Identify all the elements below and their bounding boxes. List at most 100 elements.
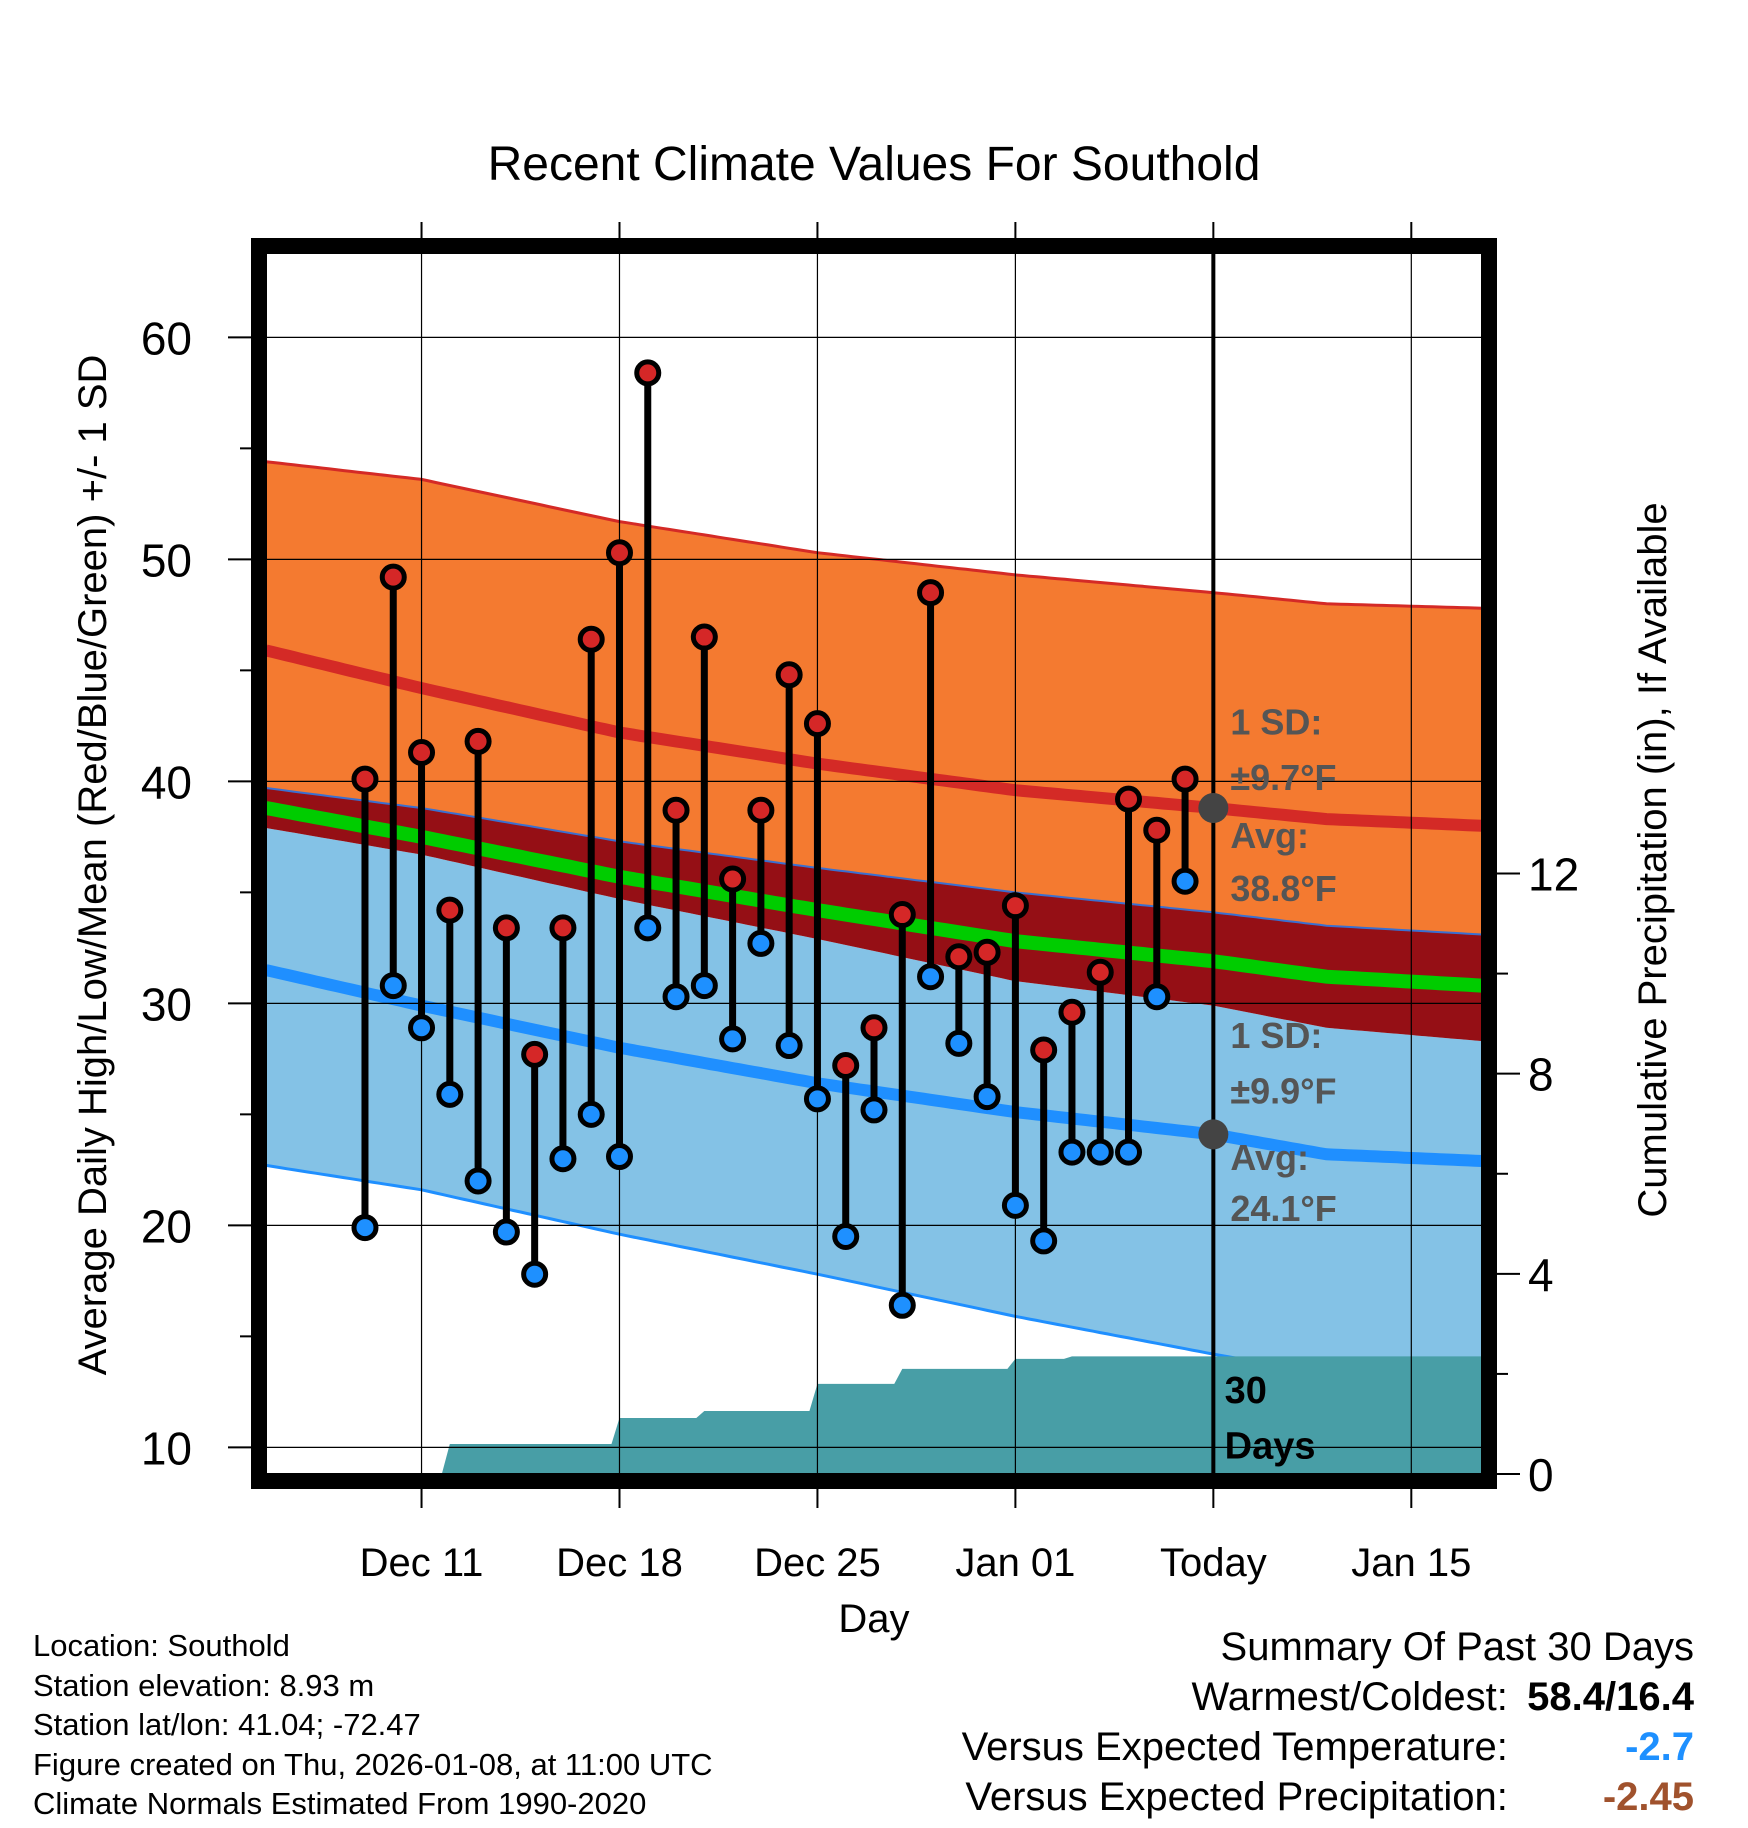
high-marker (351, 765, 379, 793)
high-marker (1115, 785, 1143, 813)
low-marker (1058, 1138, 1086, 1166)
high-marker (408, 739, 436, 766)
plot-frame (251, 238, 1497, 1489)
today-low-avg-dot (1198, 1119, 1229, 1150)
high-marker (464, 727, 492, 755)
info-latlon: Station lat/lon: 41.04; -72.47 (33, 1707, 421, 1742)
high-marker (634, 359, 662, 387)
warm-cold-label: Warmest/Coldest: (1191, 1675, 1508, 1719)
high-marker (549, 914, 577, 942)
high-marker (860, 1014, 888, 1042)
precip-label: Versus Expected Precipitation: (965, 1775, 1508, 1819)
high-avg-value: 38.8°F (1230, 868, 1336, 909)
high-marker (1171, 765, 1199, 793)
info-elevation: Station elevation: 8.93 m (33, 1667, 375, 1703)
x-axis-title: Day (838, 1597, 909, 1641)
low-marker (436, 1080, 464, 1108)
plot-area: 1 SD: ±9.7°F Avg: 38.8°F 1 SD: ±9.9°F Avg: 24.1… (266, 253, 1482, 1474)
y-tick-label-left: 50 (141, 534, 192, 586)
high-sd-value: ±9.7°F (1230, 757, 1336, 798)
low-marker (775, 1032, 803, 1060)
y-axis-title-right: Cumulative Precipitation (in), If Availa… (1631, 502, 1675, 1217)
high-marker (1086, 958, 1114, 986)
high-marker (888, 901, 916, 929)
low-avg-label: Avg: (1230, 1137, 1309, 1178)
chart-title: Recent Climate Values For Southold (488, 138, 1261, 191)
temp-label: Versus Expected Temperature: (961, 1725, 1508, 1769)
low-marker (577, 1100, 605, 1128)
high-marker (747, 796, 775, 824)
low-marker (917, 963, 945, 991)
x-tick-label: Dec 11 (360, 1541, 484, 1585)
low-sd-value: ±9.9°F (1230, 1070, 1336, 1111)
low-marker (1001, 1191, 1029, 1219)
low-marker (1086, 1138, 1114, 1166)
warm-cold-value: 58.4/16.4 (1527, 1675, 1694, 1719)
x-tick-label: Dec 18 (556, 1541, 683, 1585)
low-marker (492, 1218, 520, 1246)
high-marker (1001, 892, 1029, 920)
low-marker (832, 1222, 860, 1250)
low-marker (860, 1096, 888, 1124)
low-marker (634, 914, 662, 942)
low-marker (973, 1083, 1001, 1111)
high-marker (436, 896, 464, 924)
y-tick-label-right: 4 (1528, 1249, 1554, 1301)
low-marker (719, 1025, 747, 1053)
low-marker (888, 1291, 916, 1319)
low-marker (1171, 867, 1199, 895)
high-sd-band (266, 461, 1482, 935)
high-sd-label: 1 SD: (1230, 702, 1322, 743)
x-tick-label: Jan 01 (955, 1541, 1075, 1585)
low-marker (1115, 1138, 1143, 1166)
low-marker (379, 972, 407, 1000)
normal-high-line (266, 644, 1482, 832)
y-tick-label-right: 8 (1528, 1049, 1554, 1101)
high-marker (973, 938, 1001, 966)
low-marker (1030, 1227, 1058, 1255)
high-marker (1030, 1036, 1058, 1064)
y-tick-label-left: 20 (141, 1200, 192, 1252)
y-tick-label-left: 30 (141, 978, 192, 1030)
y-tick-label-left: 10 (141, 1422, 192, 1474)
high-marker (945, 943, 973, 971)
today-high-avg-dot (1198, 793, 1229, 823)
axes: 10 20 30 40 50 60 0 4 8 12 Dec 11 Dec 18 Dec 25 Jan 0… (71, 222, 1675, 1641)
high-avg-label: Avg: (1230, 815, 1309, 856)
high-marker (577, 625, 605, 653)
low-avg-value: 24.1°F (1230, 1188, 1336, 1229)
precip-value: -2.45 (1602, 1775, 1694, 1819)
x-tick-label: Today (1160, 1541, 1267, 1585)
station-info: Location: Southold Station elevation: 8.… (33, 1626, 713, 1824)
x-tick-label: Dec 25 (754, 1541, 881, 1585)
info-location: Location: Southold (33, 1628, 290, 1663)
summary-precip: Versus Expected Precipitation: -2.45 (962, 1772, 1694, 1822)
info-created: Figure created on Thu, 2026-01-08, at 11… (33, 1746, 713, 1782)
y-tick-label-left: 40 (141, 756, 192, 808)
high-marker (690, 623, 718, 651)
plot-overlay (251, 238, 1497, 1489)
low-marker (1143, 983, 1171, 1011)
summary-warm-cold: Warmest/Coldest: 58.4/16.4 (962, 1672, 1695, 1722)
low-marker (605, 1143, 633, 1171)
summary-panel: Summary Of Past 30 Days Warmest/Coldest:… (962, 1622, 1694, 1822)
high-marker (605, 539, 633, 567)
y-axis-title-left: Average Daily High/Low/Mean (Red/Blue/Gr… (71, 355, 115, 1376)
high-marker (803, 710, 831, 738)
high-marker (775, 661, 803, 689)
normal-mean-line (266, 801, 1482, 993)
y-tick-label-left: 60 (141, 312, 192, 364)
high-marker (719, 865, 747, 893)
low-marker (662, 983, 690, 1011)
low-marker (521, 1260, 549, 1288)
low-marker (549, 1145, 577, 1173)
low-marker (945, 1029, 973, 1057)
temp-value: -2.7 (1625, 1725, 1694, 1769)
high-marker (662, 796, 690, 824)
high-marker (492, 914, 520, 942)
window-label-30: 30 (1225, 1370, 1267, 1412)
low-marker (690, 972, 718, 1000)
high-marker (379, 563, 407, 591)
precip-area (435, 1356, 1482, 1474)
high-marker (1058, 998, 1086, 1026)
